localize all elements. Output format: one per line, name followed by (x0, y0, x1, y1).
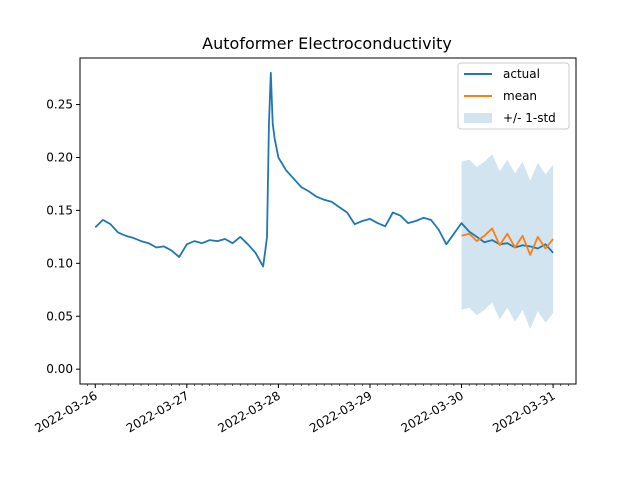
series-line-mean (461, 227, 554, 256)
y-tick-label: 0.05 (46, 309, 73, 323)
legend-label: mean (503, 89, 537, 103)
legend-swatch-band (464, 113, 492, 123)
legend-label: +/- 1-std (503, 111, 556, 125)
y-tick-label: 0.15 (46, 203, 73, 217)
axes-frame (79, 57, 577, 385)
legend: actual mean +/- 1-std (457, 62, 570, 130)
y-tick-label: 0.10 (46, 256, 73, 270)
std-band-layer (461, 154, 554, 329)
plot-area (79, 57, 577, 385)
legend-box (457, 62, 570, 130)
series-layer (94, 71, 554, 268)
legend-label: actual (503, 67, 540, 81)
series-line-actual (94, 71, 554, 268)
std-band (461, 154, 554, 329)
y-tick-label: 0.25 (46, 98, 73, 112)
y-axis: 0.00 0.05 0.10 0.15 0.20 0.25 (46, 98, 80, 376)
y-tick-label: 0.00 (46, 362, 73, 376)
y-tick-label: 0.20 (46, 150, 73, 164)
chart-title: Autoformer Electroconductivity (202, 34, 452, 53)
